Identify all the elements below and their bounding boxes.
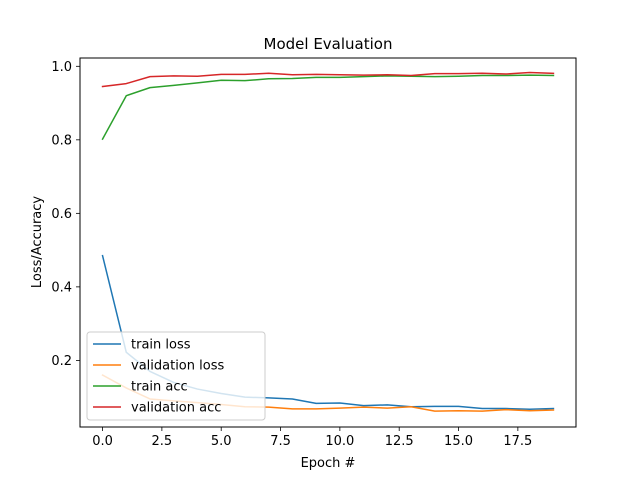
y-tick-label: 1.0: [51, 60, 72, 75]
legend-box: [86, 331, 266, 421]
x-tick-label: 12.5: [385, 434, 414, 449]
y-tick-label: 0.2: [51, 354, 72, 369]
series-line-validation-acc: [101, 71, 555, 88]
y-axis-label: Loss/Accuracy: [30, 196, 45, 289]
y-axis: 0.2 0.4 0.6 0.8 1.0: [51, 60, 80, 369]
y-tick-label: 0.8: [51, 133, 72, 148]
chart-title: Model Evaluation: [264, 35, 393, 53]
x-tick-label: 5.0: [211, 434, 232, 449]
legend-label: validation acc: [131, 401, 221, 416]
x-axis-label: Epoch #: [301, 456, 356, 471]
x-axis: 0.0 2.5 5.0 7.5 10.0 12.5 15.0 17.5: [92, 427, 532, 449]
x-tick-label: 0.0: [92, 434, 113, 449]
plot-frame: [79, 57, 577, 428]
legend: train loss validation loss train acc valida…: [86, 331, 266, 421]
legend-label: train loss: [131, 338, 191, 353]
legend-label: validation loss: [131, 359, 224, 374]
x-tick-label: 15.0: [444, 434, 473, 449]
x-tick-label: 10.0: [325, 434, 354, 449]
x-tick-label: 2.5: [152, 434, 173, 449]
series-line-train-acc: [101, 74, 555, 141]
x-tick-label: 17.5: [503, 434, 532, 449]
y-tick-label: 0.6: [51, 207, 72, 222]
x-tick-label: 7.5: [270, 434, 291, 449]
y-tick-label: 0.4: [51, 280, 72, 295]
legend-label: train acc: [131, 380, 188, 395]
